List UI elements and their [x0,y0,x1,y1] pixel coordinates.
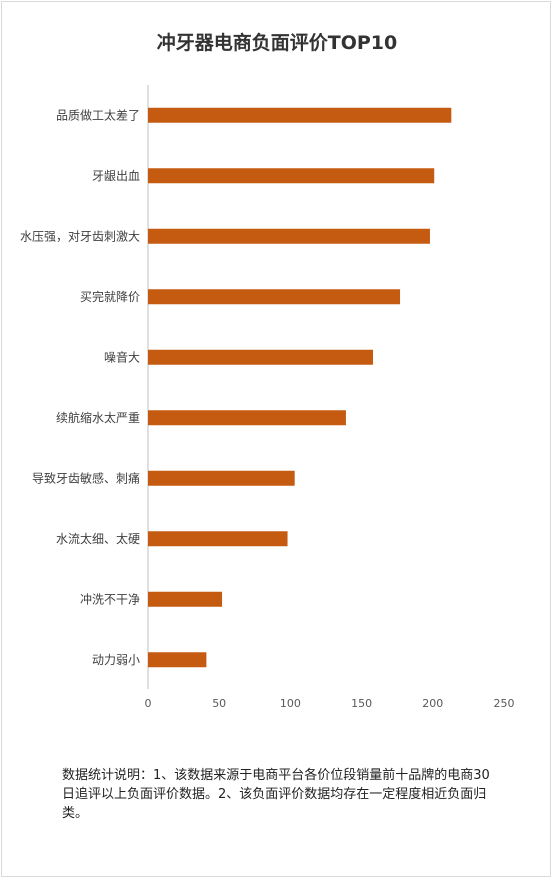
category-label-3: 水压强，对牙齿刺激大 [20,229,140,243]
category-label-8: 水流太细、太硬 [56,531,140,546]
category-label-4: 买完就降价 [80,289,140,304]
bar-8 [148,531,288,547]
category-label-2: 牙龈出血 [92,169,140,183]
bar-1 [148,107,452,123]
category-label-1: 品质做工太差了 [56,107,140,122]
bar-4 [148,289,401,305]
category-label-5: 噪音大 [104,349,140,364]
category-label-9: 冲洗不干净 [80,591,140,606]
bar-9 [148,591,223,607]
data-note: 数据统计说明：1、该数据来源于电商平台各价位段销量前十品牌的电商30日追评以上负… [62,768,490,821]
x-tick-label-250: 250 [494,697,515,710]
bar-10 [148,652,207,668]
x-tick-label-0: 0 [145,697,152,710]
x-tick-label-100: 100 [280,697,301,710]
category-label-7: 导致牙齿敏感、刺痛 [32,470,140,485]
bar-2 [148,168,435,184]
bar-7 [148,470,295,486]
x-tick-label-50: 50 [212,697,226,710]
bar-6 [148,410,346,426]
category-label-10: 动力弱小 [92,653,140,667]
bar-3 [148,228,430,244]
category-label-6: 续航缩水太严重 [56,410,140,425]
x-tick-label-200: 200 [422,697,443,710]
bar-5 [148,349,373,365]
chart-title: 冲牙器电商负面评价TOP10 [156,32,398,54]
x-tick-label-150: 150 [351,697,372,710]
